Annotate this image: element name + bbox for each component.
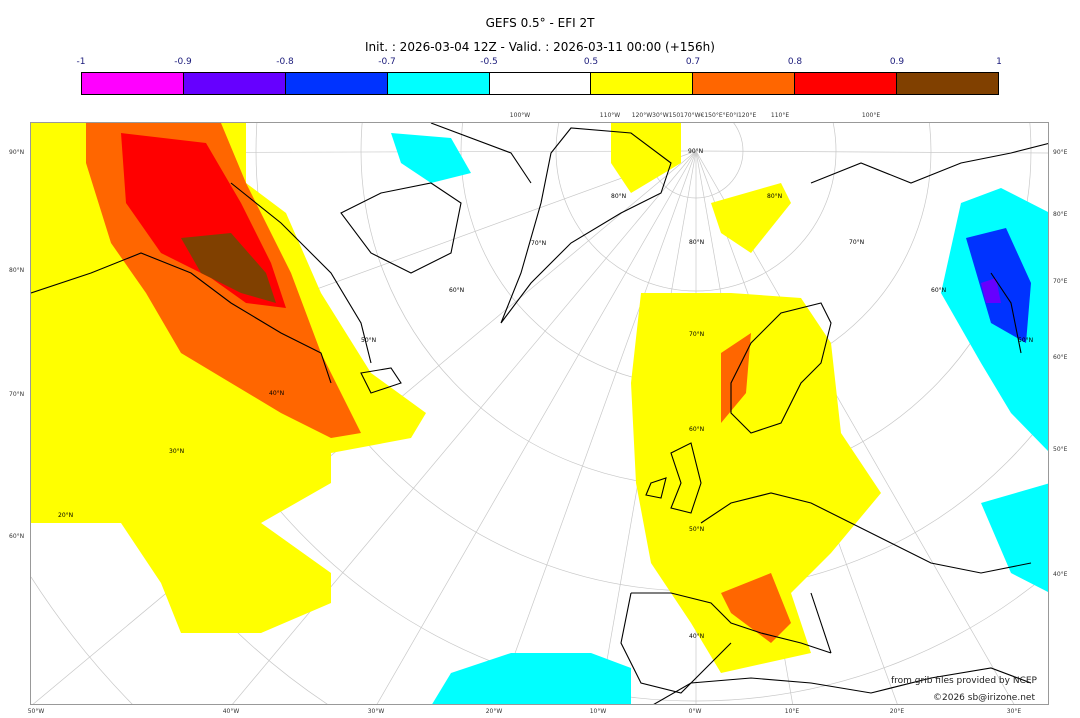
- efi-area-blue-russia: [966, 228, 1031, 343]
- coastlines: [31, 123, 1048, 704]
- grid-label: 60°N: [449, 287, 464, 294]
- colorbar-segment: [82, 73, 184, 94]
- colorbar-tick: 1: [996, 57, 1002, 67]
- arctic-islands: [340, 123, 532, 274]
- grid-label: 60°N: [931, 287, 946, 294]
- grid-label: 30°N: [169, 448, 184, 455]
- axis-label-left: 90°N: [9, 149, 25, 156]
- efi-area-cyan-atlantic: [432, 653, 631, 704]
- axis-label-top: 110°W: [599, 112, 621, 119]
- axis-label-top: 100°W: [509, 112, 531, 119]
- europe-coast: [620, 492, 1032, 694]
- grid-label: 80°N: [767, 193, 782, 200]
- efi-area-cyan-east: [981, 483, 1048, 592]
- axis-label-right: 90°E: [1053, 149, 1068, 156]
- axis-label-bottom: 10°E: [784, 708, 800, 715]
- colorbar-tick: -0.9: [174, 57, 192, 67]
- colorbar-segment: [285, 73, 388, 94]
- axis-label-top: 100°E: [861, 112, 881, 119]
- map-canvas: 90°N 80°N 70°N 60°N 50°N 40°N 30°N 20°N …: [31, 123, 1048, 704]
- colorbar-tick: 0.8: [787, 57, 803, 67]
- efi-area-brown-west: [181, 233, 276, 303]
- colorbar-tick: -0.7: [378, 57, 396, 67]
- axis-label-left: 60°N: [9, 533, 25, 540]
- axis-label-bottom: 30°E: [1006, 708, 1022, 715]
- colorbar-segment: [795, 73, 898, 94]
- grid-label: 70°N: [689, 331, 704, 338]
- axis-label-right: 40°E: [1053, 571, 1068, 578]
- axis-label-bottom: 40°W: [222, 708, 240, 715]
- source-credit: from grib files provided by NCEP: [891, 676, 1037, 686]
- colorbar: [81, 72, 999, 95]
- grid-label: 40°N: [269, 390, 284, 397]
- grid-label: 40°N: [689, 633, 704, 640]
- efi-area-yellow-scand: [711, 183, 791, 253]
- axis-label-right: 60°E: [1053, 354, 1068, 361]
- colorbar-segment: [183, 73, 286, 94]
- grid-label: 80°N: [611, 193, 626, 200]
- britain-coast: [645, 442, 702, 514]
- grid-label: 80°N: [689, 239, 704, 246]
- axis-label-left: 80°N: [9, 267, 25, 274]
- grid-label: 20°N: [58, 512, 73, 519]
- efi-area-orange-norway: [721, 333, 751, 423]
- russia-coast: [810, 142, 1048, 354]
- axis-label-bottom: 10°W: [589, 708, 607, 715]
- grid-label: 70°N: [849, 239, 864, 246]
- colorbar-tick: -0.8: [276, 57, 294, 67]
- axis-label-right: 80°E: [1053, 211, 1068, 218]
- canada-coast: [31, 182, 372, 384]
- efi-area-yellow-europe: [631, 293, 881, 673]
- colorbar-segment: [387, 73, 490, 94]
- efi-area-cyan-canada: [391, 133, 471, 183]
- grid-label: 50°N: [361, 337, 376, 344]
- axis-label-top: 120°W30°W150170°W€150°E°E0°I120°E: [631, 112, 757, 119]
- iceland-coast: [360, 367, 402, 394]
- axis-label-bottom: 0°W: [688, 708, 702, 715]
- axis-label-left: 70°N: [9, 391, 25, 398]
- copyright-credit: ©2026 sb@irizone.net: [933, 693, 1035, 703]
- grid-label: 60°N: [689, 426, 704, 433]
- efi-area-orange-italy: [721, 573, 791, 643]
- colorbar-tick: 0.9: [889, 57, 905, 67]
- axis-label-right: 70°E: [1053, 278, 1068, 285]
- grid-label: 70°N: [531, 240, 546, 247]
- efi-area-violet-russia: [981, 278, 1001, 303]
- colorbar-tick: -1: [76, 57, 86, 67]
- axis-label-bottom: 20°E: [889, 708, 905, 715]
- efi-area-yellow-pole: [611, 123, 681, 193]
- map-title: GEFS 0.5° - EFI 2T: [485, 16, 595, 30]
- axis-label-bottom: 50°W: [27, 708, 45, 715]
- map-subtitle: Init. : 2026-03-04 12Z - Valid. : 2026-0…: [365, 40, 715, 54]
- grid-label: 90°N: [688, 148, 703, 155]
- grid-label: 50°N: [689, 526, 704, 533]
- colorbar-tick: 0.7: [685, 57, 701, 67]
- colorbar-segment: [591, 73, 694, 94]
- axis-label-right: 50°E: [1053, 446, 1068, 453]
- africa-coast: [653, 667, 1032, 704]
- grid-labels: 90°N 80°N 70°N 60°N 50°N 40°N 30°N 20°N …: [58, 148, 1033, 640]
- colorbar-segment: [897, 73, 999, 94]
- colorbar-tick: -0.5: [480, 57, 498, 67]
- colorbar-segment: [489, 73, 592, 94]
- grid-label: 50°N: [1018, 337, 1033, 344]
- scandinavia-coast: [730, 302, 832, 434]
- axis-label-bottom: 30°W: [367, 708, 385, 715]
- efi-shading: [31, 123, 1048, 704]
- axis-label-bottom: 20°W: [485, 708, 503, 715]
- map-panel: 90°N 80°N 70°N 60°N 50°N 40°N 30°N 20°N …: [30, 122, 1049, 705]
- colorbar-tick: 0.5: [583, 57, 599, 67]
- colorbar-segment: [693, 73, 796, 94]
- axis-label-top: 110°E: [770, 112, 790, 119]
- greenland-coast: [500, 127, 672, 324]
